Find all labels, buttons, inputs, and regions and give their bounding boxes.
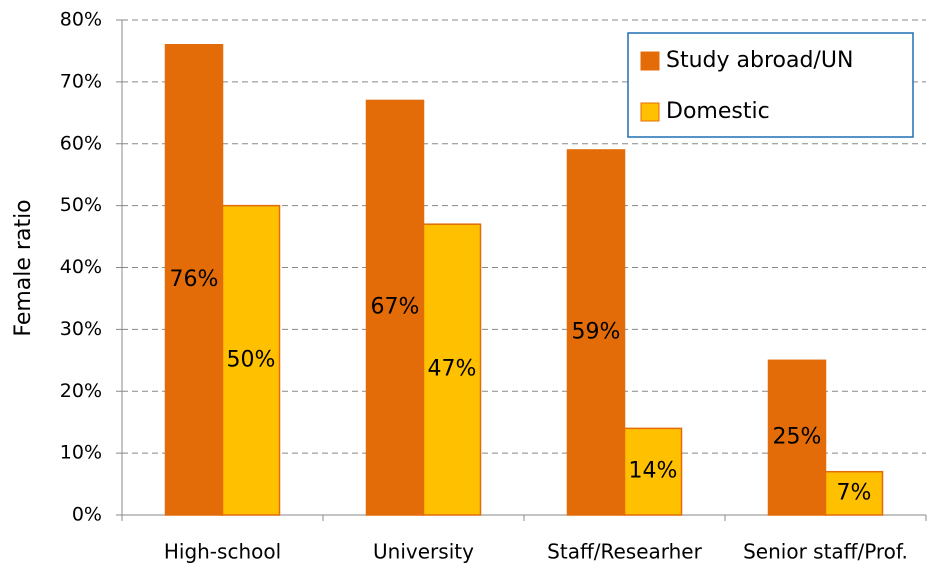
- bar: [824, 470, 884, 516]
- legend-label: Study abroad/UN: [666, 48, 853, 73]
- data-label: 25%: [773, 425, 822, 450]
- y-tick-label: 70%: [60, 70, 102, 92]
- legend-swatch: [640, 51, 660, 71]
- y-tick-label: 50%: [60, 194, 102, 216]
- legend-box: [627, 32, 914, 138]
- x-tick-label: High-school: [164, 540, 281, 564]
- y-tick-label: 80%: [60, 9, 102, 31]
- y-tick-label: 20%: [60, 380, 102, 402]
- y-axis-label: Female ratio: [11, 199, 36, 336]
- data-label: 47%: [428, 357, 477, 382]
- bar: [767, 359, 827, 516]
- bar: [164, 44, 224, 516]
- legend-label: Domestic: [666, 99, 770, 124]
- legend-swatch: [640, 102, 660, 122]
- y-tick-label: 10%: [60, 442, 102, 464]
- data-label: 76%: [170, 267, 219, 292]
- bar: [566, 149, 626, 516]
- data-label: 67%: [371, 295, 420, 320]
- x-tick-label: Senior staff/Prof.: [743, 540, 908, 564]
- y-tick-label: 0%: [72, 504, 102, 526]
- y-tick-label: 40%: [60, 256, 102, 278]
- data-label: 14%: [629, 459, 678, 484]
- bar: [365, 99, 425, 516]
- y-tick-label: 60%: [60, 132, 102, 154]
- x-tick-label: University: [373, 540, 474, 564]
- bar: [422, 223, 482, 516]
- data-label: 50%: [227, 347, 276, 372]
- data-label: 7%: [837, 480, 872, 505]
- y-tick-label: 30%: [60, 318, 102, 340]
- bar: [623, 427, 683, 516]
- x-tick-label: Staff/Researher: [547, 540, 702, 564]
- data-label: 59%: [572, 319, 621, 344]
- bar: [221, 204, 281, 516]
